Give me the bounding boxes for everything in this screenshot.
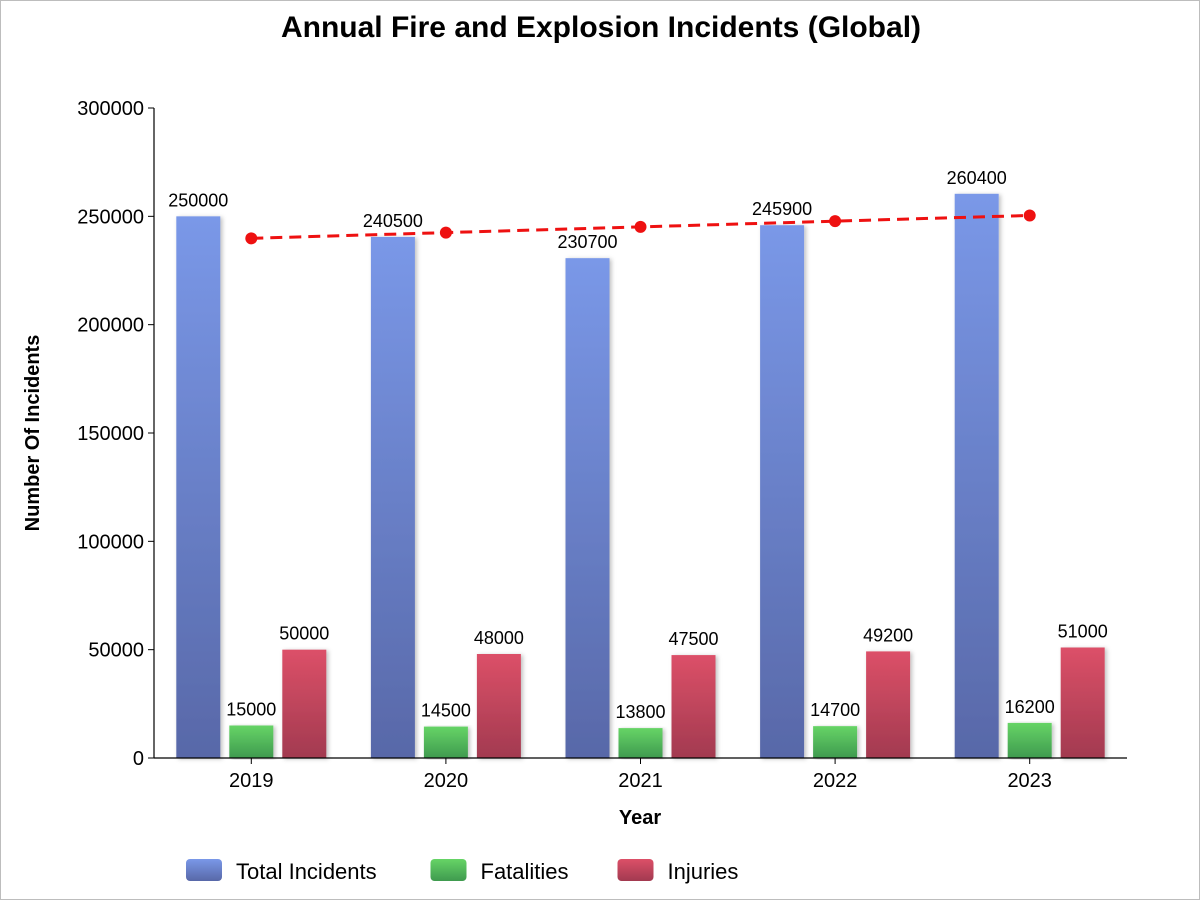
legend-label: Injuries xyxy=(668,859,739,884)
x-axis-label: Year xyxy=(619,807,661,829)
bar-injuries-2019 xyxy=(282,649,327,758)
bar-fatalities-2019 xyxy=(229,725,274,758)
trend-point-2023 xyxy=(1023,209,1036,222)
data-label-total-incidents-2019: 250000 xyxy=(168,190,228,210)
data-label-injuries-2022: 49200 xyxy=(863,625,913,645)
y-tick-label: 250000 xyxy=(77,206,144,228)
y-tick-label: 300000 xyxy=(77,98,144,120)
data-label-injuries-2019: 50000 xyxy=(279,624,329,644)
bar-total-incidents-2021 xyxy=(565,258,610,758)
data-label-total-incidents-2021: 230700 xyxy=(557,232,617,252)
y-axis-label: Number Of Incidents xyxy=(22,335,44,532)
legend-swatch xyxy=(430,859,467,881)
bar-total-incidents-2019 xyxy=(176,216,221,759)
trend-point-2020 xyxy=(439,226,452,239)
data-label-injuries-2021: 47500 xyxy=(668,629,718,649)
bar-total-incidents-2022 xyxy=(760,225,805,758)
y-tick-label: 50000 xyxy=(88,640,144,662)
bar-fatalities-2021 xyxy=(618,728,663,758)
data-label-fatalities-2020: 14500 xyxy=(421,701,471,721)
y-tick-label: 100000 xyxy=(77,531,144,553)
bar-injuries-2020 xyxy=(476,654,521,758)
x-tick-label: 2020 xyxy=(424,770,469,792)
y-tick-label: 150000 xyxy=(77,423,144,445)
data-label-fatalities-2022: 14700 xyxy=(810,700,860,720)
legend-swatch xyxy=(617,859,654,881)
legend-label: Total Incidents xyxy=(236,859,377,884)
legend-item-total-incidents[interactable]: Total Incidents xyxy=(186,859,377,884)
data-label-total-incidents-2022: 245900 xyxy=(752,199,812,219)
x-tick-label: 2022 xyxy=(813,770,858,792)
trend-point-2022 xyxy=(829,215,842,228)
trend-point-2019 xyxy=(245,232,258,245)
legend-item-fatalities[interactable]: Fatalities xyxy=(430,859,569,884)
bar-fatalities-2022 xyxy=(813,726,858,758)
data-label-total-incidents-2020: 240500 xyxy=(363,211,423,231)
x-tick-label: 2021 xyxy=(618,770,663,792)
bar-injuries-2021 xyxy=(671,655,716,758)
bar-fatalities-2020 xyxy=(423,726,468,758)
bar-injuries-2022 xyxy=(866,651,911,758)
data-label-injuries-2023: 51000 xyxy=(1058,622,1108,642)
trend-point-2021 xyxy=(634,220,647,233)
legend-swatch xyxy=(186,859,222,881)
legend-label: Fatalities xyxy=(481,859,569,884)
bar-injuries-2023 xyxy=(1060,647,1105,758)
bar-total-incidents-2020 xyxy=(370,236,415,758)
data-label-fatalities-2019: 15000 xyxy=(226,700,276,720)
data-label-fatalities-2021: 13800 xyxy=(615,702,665,722)
data-label-fatalities-2023: 16200 xyxy=(1005,697,1055,717)
chart-title: Annual Fire and Explosion Incidents (Glo… xyxy=(281,11,921,44)
y-tick-label: 0 xyxy=(133,748,144,770)
bar-total-incidents-2023 xyxy=(954,193,999,759)
x-tick-label: 2019 xyxy=(229,770,274,792)
data-label-injuries-2020: 48000 xyxy=(474,628,524,648)
data-label-total-incidents-2023: 260400 xyxy=(947,168,1007,188)
y-tick-label: 200000 xyxy=(77,315,144,337)
x-tick-label: 2023 xyxy=(1007,770,1052,792)
legend-item-injuries[interactable]: Injuries xyxy=(617,859,739,884)
bar-fatalities-2023 xyxy=(1007,722,1052,758)
